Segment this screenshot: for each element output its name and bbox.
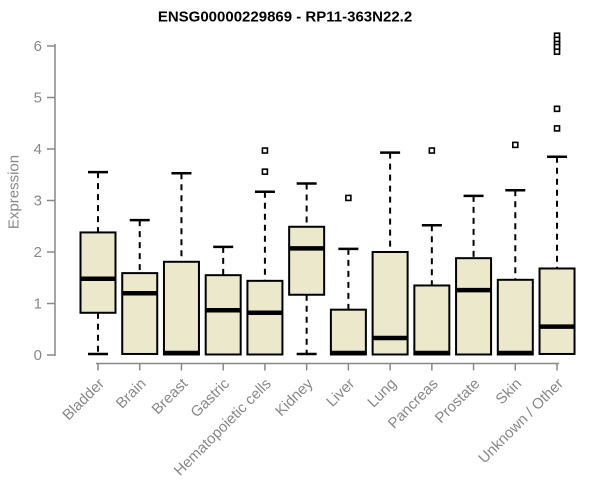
x-tick-label-prostate: Prostate [432,375,484,427]
box-group-unknown-other [538,32,576,355]
y-axis-label: Expression [5,154,23,230]
box-group-prostate [455,194,493,356]
x-tick-label-brain: Brain [113,375,150,412]
box-group-pancreas [413,147,451,356]
outlier-point [553,105,561,113]
y-tick-label: 3 [34,193,42,210]
outlier-point [345,194,352,202]
iqr-box [455,257,493,356]
iqr-box [121,272,159,355]
iqr-box [246,279,284,356]
box-group-skin [496,141,534,356]
outlier-point [261,168,269,175]
y-tick-label: 4 [34,141,42,158]
y-tick-label: 6 [34,38,42,55]
y-axis: 0 1 2 3 4 5 6 [34,38,56,364]
box-group-kidney [288,182,326,356]
chart-title: ENSG00000229869 - RP11-363N22.2 [157,8,413,26]
box-group-hematopoietic-cells [246,147,284,356]
box-group-brain [121,218,159,355]
outlier-point [511,141,519,149]
iqr-box [496,278,534,356]
y-tick-label: 1 [34,296,42,313]
iqr-box [204,274,242,356]
x-tick-label-liver: Liver [323,375,358,410]
box-group-breast [162,171,200,356]
x-tick-label-bladder: Bladder [59,375,108,424]
box-group-gastric [204,245,242,356]
iqr-box [413,284,451,356]
box-group-bladder [79,170,117,356]
outlier-point [553,125,561,132]
box-group-lung [371,151,409,356]
x-tick-label-lung: Lung [364,375,400,411]
x-tick-label-kidney: Kidney [272,375,317,420]
box-group-liver [329,194,367,356]
iqr-box [538,267,576,355]
iqr-box [162,260,200,356]
iqr-box [329,308,367,356]
outlier-point [553,48,561,55]
iqr-box [79,231,117,314]
outlier-point [428,147,436,154]
x-tick-label-breast: Breast [149,375,192,418]
outlier-point [261,147,269,154]
y-tick-label: 0 [34,347,42,364]
y-tick-label: 5 [34,90,42,107]
iqr-box [288,225,326,296]
y-tick-label: 2 [34,244,42,261]
x-tick-label-skin: Skin [492,375,525,408]
